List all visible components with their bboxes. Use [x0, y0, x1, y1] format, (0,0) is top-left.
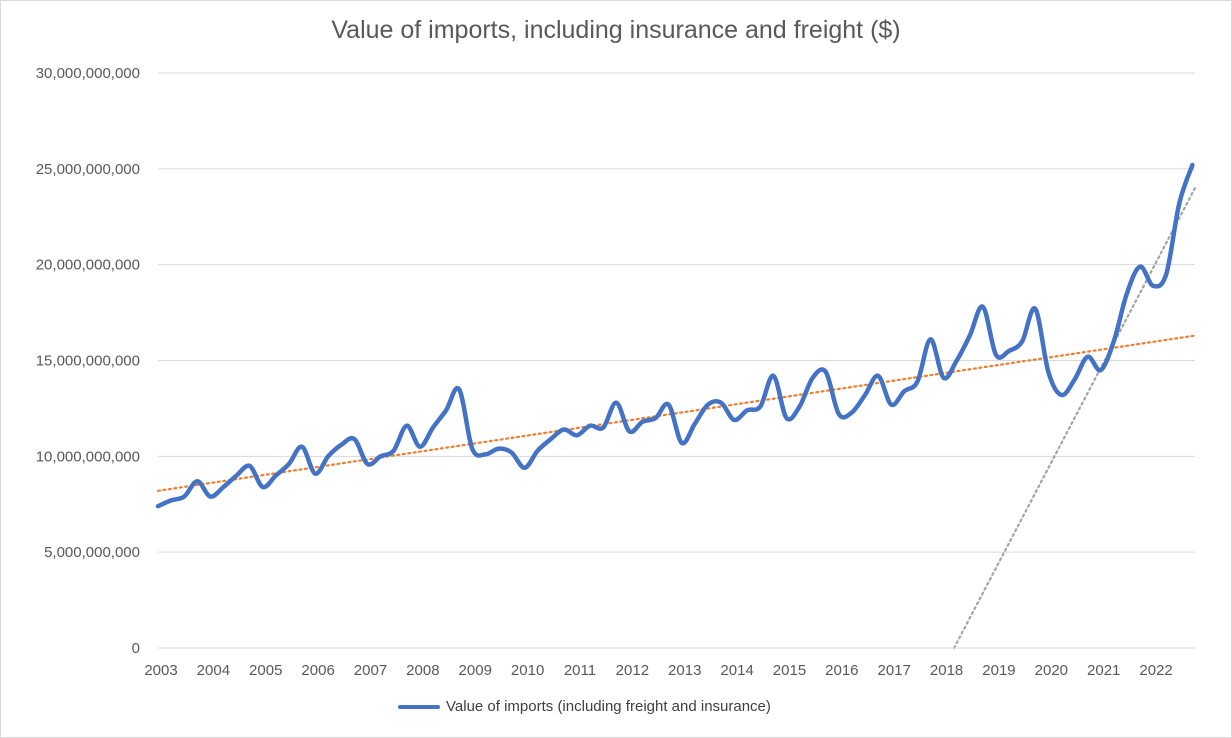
y-tick-label-2: 10,000,000,000 — [36, 448, 140, 465]
chart-title: Value of imports, including insurance an… — [331, 16, 901, 44]
x-axis-tick-labels: 2003 2004 2005 2006 2007 2008 2009 2010 2011 2012… — [144, 662, 1172, 679]
legend-label: Value of imports (including freight and … — [446, 698, 771, 715]
x-tick-label-2021: 2021 — [1087, 662, 1120, 679]
legend: Value of imports (including freight and … — [398, 698, 771, 715]
x-tick-label-2019: 2019 — [982, 662, 1015, 679]
x-tick-label-2012: 2012 — [616, 662, 649, 679]
x-tick-label-2004: 2004 — [197, 662, 230, 679]
y-tick-label-5: 25,000,000,000 — [36, 161, 140, 178]
trendline-linear — [156, 334, 1197, 492]
x-tick-label-2009: 2009 — [459, 662, 492, 679]
series-line-0 — [155, 162, 1195, 509]
x-tick-label-2022: 2022 — [1139, 662, 1172, 679]
y-tick-label-0: 0 — [132, 640, 140, 657]
x-tick-label-2011: 2011 — [564, 662, 596, 679]
y-tick-label-3: 15,000,000,000 — [36, 353, 140, 370]
x-tick-label-2005: 2005 — [249, 662, 282, 679]
x-tick-label-2007: 2007 — [354, 662, 387, 679]
y-axis-tick-labels: 0 5,000,000,000 10,000,000,000 15,000,000,0… — [36, 65, 140, 657]
x-tick-label-2015: 2015 — [773, 662, 806, 679]
x-tick-label-2020: 2020 — [1035, 662, 1068, 679]
x-tick-label-2017: 2017 — [878, 662, 911, 679]
y-tick-label-1: 5,000,000,000 — [44, 544, 140, 561]
x-tick-label-2006: 2006 — [301, 662, 334, 679]
trendline-polynomial — [952, 186, 1197, 650]
x-tick-label-2013: 2013 — [668, 662, 701, 679]
x-tick-label-2014: 2014 — [720, 662, 753, 679]
x-tick-label-2016: 2016 — [825, 662, 858, 679]
grid-lines — [158, 72, 1195, 553]
x-tick-label-2010: 2010 — [511, 662, 544, 679]
trendlines — [156, 186, 1197, 650]
y-tick-label-4: 20,000,000,000 — [36, 257, 140, 274]
x-tick-label-2018: 2018 — [930, 662, 963, 679]
x-tick-label-2003: 2003 — [144, 662, 177, 679]
x-tick-label-2008: 2008 — [406, 662, 439, 679]
legend-swatch — [398, 704, 440, 709]
y-tick-label-6: 30,000,000,000 — [36, 65, 140, 82]
series-lines — [155, 162, 1195, 509]
